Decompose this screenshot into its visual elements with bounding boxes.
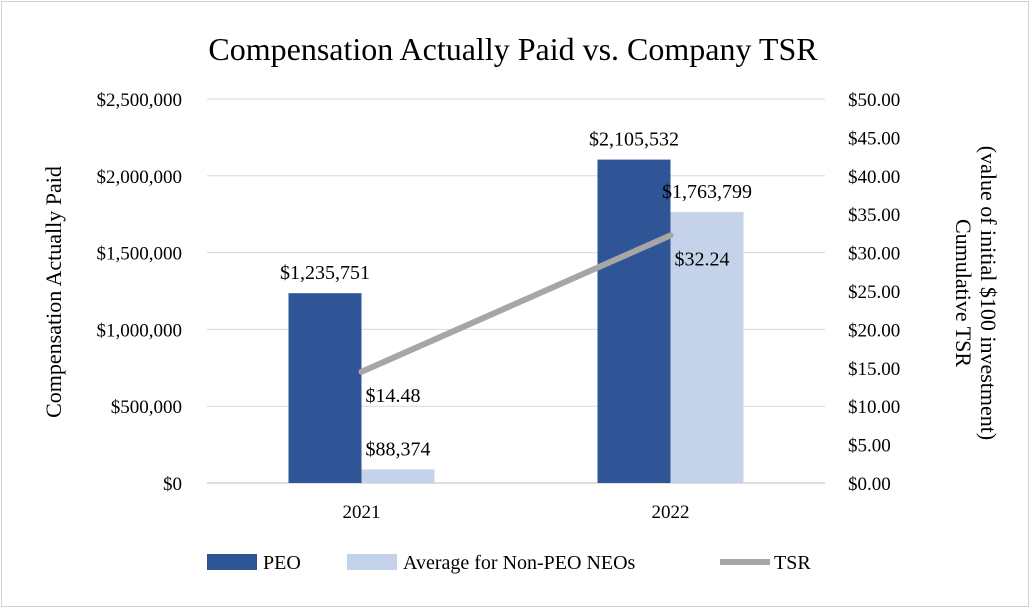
y2-tick-label: $25.00 [848,282,900,303]
y-tick-label: $1,000,000 [97,320,183,341]
y2-tick-label: $45.00 [848,128,900,149]
y2-tick-label: $40.00 [848,167,900,188]
bar-peo [597,159,671,484]
y2-tick-label: $10.00 [848,397,900,418]
y2-tick-label: $30.00 [848,244,900,265]
bar-peo [288,293,362,483]
y-tick-label: $500,000 [111,397,182,418]
tsr-line [358,232,674,375]
x-tick-label: 2021 [343,502,381,523]
y2-tick-label: $50.00 [848,90,900,111]
legend-swatch [207,554,257,570]
y-axis-right-title-line2: (value of initial $100 investment) [976,146,1001,441]
y2-tick-label: $15.00 [848,359,900,380]
bar-data-label: $88,374 [366,438,431,460]
y-axis-right-title-line1: Cumulative TSR [951,219,976,367]
y-tick-label: $1,500,000 [97,244,183,265]
legend-label: Average for Non-PEO NEOs [403,552,636,574]
tsr-data-label: $14.48 [366,385,421,407]
bar-non-peo [361,469,435,483]
bars [288,159,744,484]
x-axis-ticks: 2021 2022 [343,502,690,523]
tsr-data-label: $32.24 [675,248,730,270]
y-axis-right-ticks: $0.00 $5.00 $10.00 $15.00 $20.00 $25.00 $30.00… [848,90,900,495]
chart-title: Compensation Actually Paid vs. Company T… [208,31,818,67]
y2-tick-label: $35.00 [848,205,900,226]
y-axis-left-title: Compensation Actually Paid [41,166,66,418]
y-tick-label: $2,000,000 [97,167,183,188]
bar-data-label: $1,763,799 [662,181,752,203]
y2-tick-label: $5.00 [848,436,891,457]
y2-tick-label: $0.00 [848,474,891,495]
data-labels: $1,235,751 $2,105,532 $88,374 $1,763,799 $14… [280,129,752,461]
legend: PEO Average for Non-PEO NEOs TSR [207,552,811,574]
legend-label: PEO [263,552,301,574]
bar-data-label: $1,235,751 [280,262,370,284]
y-tick-label: $2,500,000 [97,90,183,111]
legend-swatch [347,554,397,570]
bar-non-peo [670,212,744,483]
legend-label: TSR [774,552,811,574]
y2-tick-label: $20.00 [848,320,900,341]
x-tick-label: 2022 [652,502,690,523]
bar-data-label: $2,105,532 [589,129,679,151]
y-tick-label: $0 [163,474,182,495]
y-axis-left-ticks: $0 $500,000 $1,000,000 $1,500,000 $2,000,000… [97,90,183,495]
tsr-line-group [358,232,674,375]
